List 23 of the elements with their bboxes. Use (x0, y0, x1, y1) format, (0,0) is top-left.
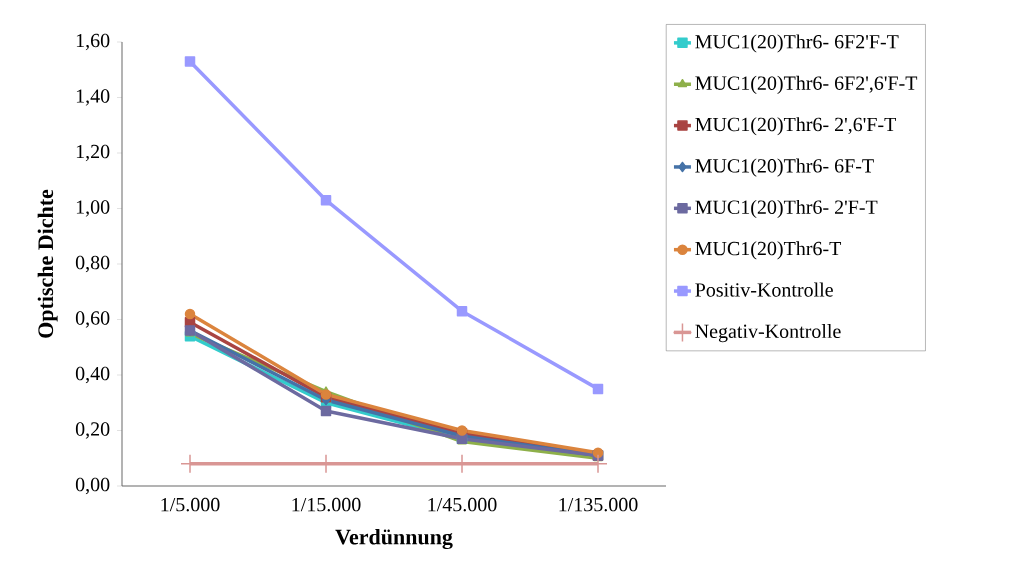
x-tick-label: 1/5.000 (161, 497, 220, 512)
y-tick-label: 0,20 (75, 422, 110, 439)
legend-label: MUC1(20)Thr6- 6F2'F-T (695, 34, 899, 53)
legend-label: Negativ-Kontrolle (695, 323, 841, 343)
y-tick-label: 1,40 (76, 89, 110, 106)
x-tick-label: 1/45.000 (428, 497, 497, 512)
y-tick-label: 1,60 (76, 33, 110, 51)
y-tick-label: 0,80 (75, 255, 110, 273)
legend-label: MUC1(20)Thr6- 2'F-T (695, 199, 878, 219)
legend-label: MUC1(20)Thr6-T (695, 241, 842, 260)
legend-label: MUC1(20)Thr6- 6F-T (695, 158, 874, 177)
y-tick-label: 1,20 (76, 144, 110, 162)
legend-label: MUC1(20)Thr6- 2',6'F-T (695, 117, 896, 136)
y-tick-label: 1,00 (76, 200, 110, 217)
legend-label: MUC1(20)Thr6- 6F2',6'F-T (695, 75, 918, 94)
x-axis-title: Verdünnung (335, 528, 453, 550)
y-tick-label: 0,60 (75, 311, 110, 328)
x-tick-label: 1/15.000 (292, 497, 361, 512)
legend-label: Positiv-Kontrolle (695, 282, 833, 297)
y-tick-label: 0,00 (75, 477, 110, 495)
y-axis-title: Optische Dichte (37, 189, 58, 338)
y-tick-label: 0,40 (75, 366, 110, 384)
x-tick-label: 1/135.000 (559, 497, 638, 512)
